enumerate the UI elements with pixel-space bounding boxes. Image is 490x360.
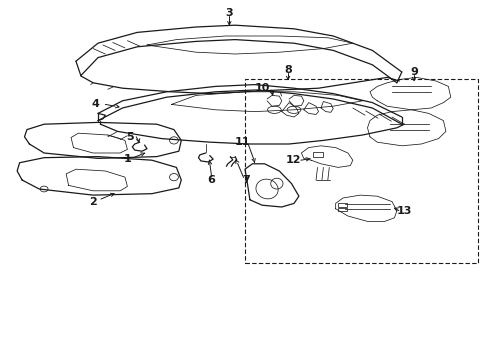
Text: 1: 1 (123, 154, 131, 164)
Bar (245, 79, 478, 263)
Text: 5: 5 (126, 132, 134, 142)
Text: 10: 10 (255, 83, 270, 93)
Bar (313, 152, 323, 157)
Bar (338, 208, 347, 211)
Text: 2: 2 (89, 197, 97, 207)
Text: 8: 8 (284, 65, 292, 75)
Text: 6: 6 (208, 175, 216, 185)
Text: 11: 11 (235, 137, 250, 147)
Text: 13: 13 (396, 206, 412, 216)
Text: 7: 7 (242, 175, 250, 185)
Text: 4: 4 (92, 99, 99, 109)
Text: 3: 3 (225, 8, 233, 18)
Text: 9: 9 (410, 67, 418, 77)
Text: 12: 12 (285, 155, 301, 165)
Bar (338, 203, 347, 207)
